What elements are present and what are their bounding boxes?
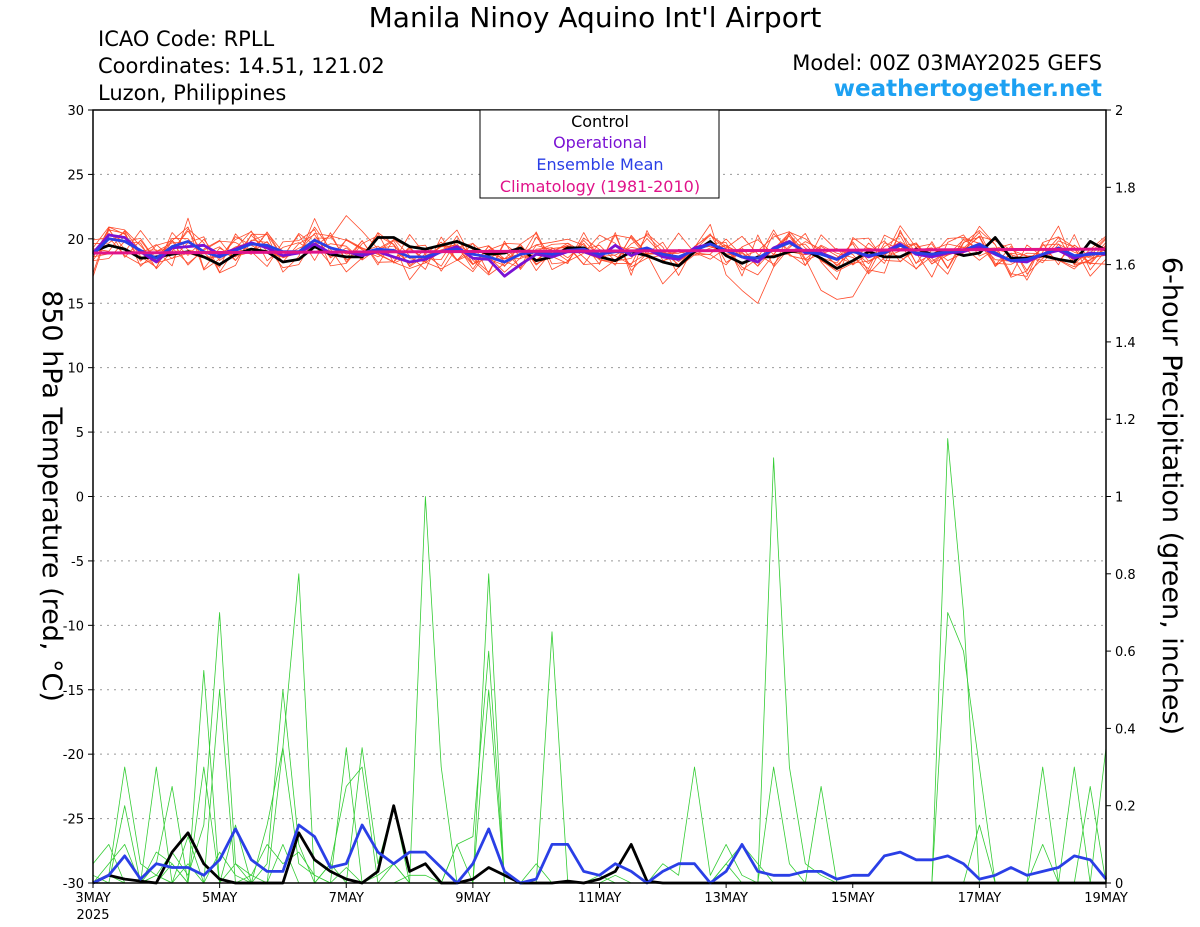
- temp-member-line: [92, 225, 1107, 281]
- grid: [93, 173, 1106, 820]
- legend-box: [479, 109, 720, 199]
- y2-tick-label: 1.2: [1115, 413, 1136, 428]
- y2-tick-label: 0.8: [1115, 568, 1136, 583]
- y-tick-label: 25: [67, 168, 84, 183]
- left-axis-ticks: 30 25 20 15 10 5 0 -5 -10 -15 -20 -25 -30: [63, 104, 93, 892]
- coordinates: Coordinates: 14.51, 121.02: [98, 54, 385, 78]
- y2-tick-label: 1.4: [1115, 336, 1136, 351]
- y2-tick-label: 0.4: [1115, 722, 1136, 737]
- region: Luzon, Philippines: [98, 81, 287, 105]
- y-tick-label: 10: [67, 362, 84, 377]
- temp-members: [92, 215, 1107, 304]
- climatology-temp-line: [92, 247, 1107, 255]
- y2-tick-label: 1: [1115, 491, 1123, 506]
- legend-control: Control: [571, 112, 629, 131]
- y2-tick-label: 0.2: [1115, 800, 1136, 815]
- x-tick-label: 19MAY: [1084, 891, 1128, 906]
- precip-member-line: [93, 689, 1107, 884]
- y-tick-label: -25: [63, 813, 84, 828]
- y-tick-label: 20: [67, 233, 84, 248]
- y2-tick-label: 0.6: [1115, 645, 1136, 660]
- x-tick-label: 7MAY: [329, 891, 364, 906]
- ensemble-mean-precip-line: [92, 823, 1108, 885]
- x-tick-label: 9MAY: [455, 891, 490, 906]
- y2-tick-label: 1.6: [1115, 259, 1136, 274]
- y2-tick-label: 0: [1115, 877, 1123, 892]
- y-tick-label: -30: [63, 877, 84, 892]
- legend-operational: Operational: [553, 133, 647, 152]
- y-tick-label: 15: [67, 297, 84, 312]
- precip-members: [92, 438, 1107, 884]
- y-tick-label: -20: [63, 748, 84, 763]
- chart-title: Manila Ninoy Aquino Int'l Airport: [368, 1, 822, 34]
- legend: Control Operational Ensemble Mean Climat…: [479, 109, 720, 199]
- y-tick-label: -10: [63, 619, 84, 634]
- right-axis-ticks: 2 1.8 1.6 1.4 1.2 1 0.8 0.6 0.4 0.2 0: [1106, 104, 1136, 892]
- precip-member-line: [92, 438, 1106, 884]
- y2-axis-label: 6-hour Precipitation (green, inches): [1156, 257, 1187, 735]
- x-axis-ticks: 3MAY 5MAY 7MAY 9MAY 11MAY 13MAY 15MAY 17MAY 19MA…: [75, 883, 1128, 906]
- ensemble-mean-temp-line: [92, 237, 1107, 264]
- temp-member-line: [92, 227, 1107, 268]
- y-tick-label: 30: [67, 104, 84, 119]
- x-year-label: 2025: [76, 908, 109, 923]
- main-lines: [91, 233, 1108, 885]
- legend-ensemble-mean: Ensemble Mean: [536, 155, 663, 174]
- y2-tick-label: 2: [1115, 104, 1123, 119]
- x-tick-label: 15MAY: [831, 891, 875, 906]
- icao-code: ICAO Code: RPLL: [98, 27, 275, 51]
- x-tick-label: 3MAY: [75, 891, 110, 906]
- y-tick-label: -15: [63, 684, 84, 699]
- y-tick-label: -5: [71, 555, 84, 570]
- x-tick-label: 11MAY: [578, 891, 622, 906]
- y2-tick-label: 1.8: [1115, 181, 1136, 196]
- temp-member-line: [92, 218, 1107, 304]
- x-tick-label: 17MAY: [958, 891, 1002, 906]
- site-link[interactable]: weathertogether.net: [833, 76, 1102, 102]
- legend-climatology: Climatology (1981-2010): [500, 177, 700, 196]
- model-run: Model: 00Z 03MAY2025 GEFS: [792, 51, 1102, 75]
- y-axis-label: 850 hPa Temperature (red, °C): [36, 290, 67, 702]
- x-tick-label: 13MAY: [704, 891, 748, 906]
- y-tick-label: 5: [76, 426, 84, 441]
- x-tick-label: 5MAY: [202, 891, 237, 906]
- y-tick-label: 0: [76, 491, 84, 506]
